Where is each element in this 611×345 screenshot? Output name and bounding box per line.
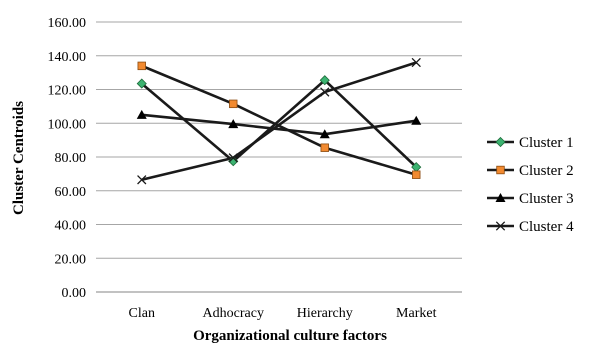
cluster-2-point xyxy=(320,143,329,152)
cluster-1-line xyxy=(140,78,418,169)
cluster-4-point xyxy=(320,87,330,97)
legend-swatch-marker xyxy=(495,136,506,148)
legend: Cluster 1 Cluster 2 Cluster 3 Cluster 4 xyxy=(487,135,574,235)
cluster-3-point xyxy=(319,129,330,139)
legend-label: Cluster 2 xyxy=(519,163,574,179)
cluster-1-point xyxy=(228,156,239,167)
y-tick-labels: 0.00 20.00 40.00 60.00 80.00 100.00 120.00 140.… xyxy=(48,16,87,301)
cluster-3-point xyxy=(136,109,147,119)
cluster-1-point xyxy=(136,78,147,89)
x-tick-labels: Clan Adhocracy Hierarchy Market xyxy=(129,306,437,321)
y-tick-label: 0.00 xyxy=(62,286,87,301)
legend-label: Cluster 3 xyxy=(519,191,574,207)
legend-item-cluster-3: Cluster 3 xyxy=(487,191,574,207)
y-tick-label: 120.00 xyxy=(48,84,87,99)
x-tick-label: Hierarchy xyxy=(297,306,353,321)
legend-label: Cluster 4 xyxy=(519,219,574,235)
y-tick-label: 40.00 xyxy=(55,219,87,234)
legend-item-cluster-4: Cluster 4 xyxy=(487,219,574,235)
x-tick-label: Clan xyxy=(129,306,155,321)
legend-label: Cluster 1 xyxy=(519,135,574,151)
legend-swatch-marker xyxy=(496,165,505,175)
grid xyxy=(96,21,462,293)
x-tick-label: Adhocracy xyxy=(203,306,264,321)
cluster-4-point xyxy=(228,153,238,163)
cluster-2-point xyxy=(137,61,146,71)
cluster-3-point xyxy=(411,115,422,125)
cluster-1-point xyxy=(319,75,330,86)
y-tick-label: 20.00 xyxy=(55,252,87,267)
y-tick-label: 100.00 xyxy=(48,117,87,132)
y-tick-label: 60.00 xyxy=(55,185,87,200)
cluster-4-line xyxy=(141,61,417,182)
cluster-2-point xyxy=(229,99,238,109)
series-lines xyxy=(140,61,418,182)
cluster-2-point xyxy=(412,170,421,179)
cluster-4-point xyxy=(137,175,147,185)
y-tick-label: 80.00 xyxy=(55,151,87,166)
y-axis-title: Cluster Centroids xyxy=(11,101,27,215)
legend-item-cluster-1: Cluster 1 xyxy=(487,135,574,151)
x-tick-label: Market xyxy=(396,306,437,321)
legend-item-cluster-2: Cluster 2 xyxy=(487,163,574,179)
y-tick-label: 160.00 xyxy=(48,16,87,31)
cluster-3-line xyxy=(141,113,417,136)
series-markers xyxy=(136,57,422,185)
cluster-3-point xyxy=(228,119,239,129)
legend-swatch-marker xyxy=(495,221,506,231)
y-tick-label: 140.00 xyxy=(48,50,87,65)
legend-swatch-marker xyxy=(495,193,506,202)
x-axis-title: Organizational culture factors xyxy=(193,328,387,344)
cluster-4-point xyxy=(411,57,421,68)
